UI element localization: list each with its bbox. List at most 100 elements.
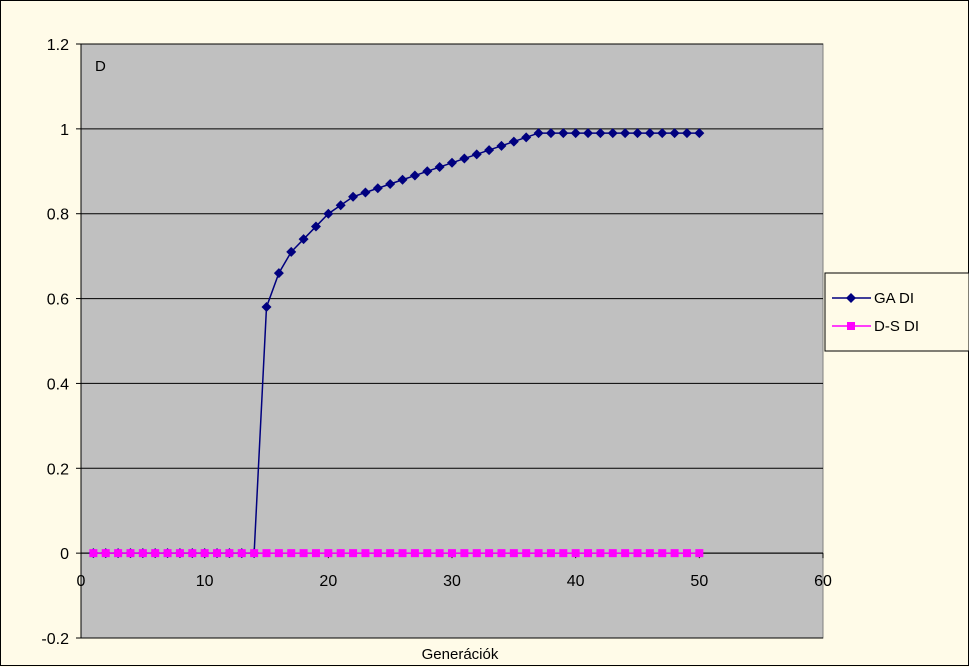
- x-tick-label: 20: [319, 573, 337, 590]
- data-point: [299, 549, 308, 558]
- plot-area: [80, 43, 824, 639]
- data-point: [335, 200, 346, 211]
- data-point: [225, 549, 234, 558]
- data-point: [336, 549, 345, 558]
- data-point: [213, 549, 222, 558]
- data-point: [397, 174, 408, 185]
- data-point: [497, 549, 506, 558]
- y-tick-label: 0.8: [47, 207, 69, 224]
- data-point: [460, 549, 469, 558]
- series-2: [89, 549, 704, 558]
- data-point: [101, 549, 110, 558]
- data-point: [521, 132, 532, 143]
- data-point: [447, 157, 457, 168]
- data-point: [682, 549, 691, 558]
- data-point: [621, 549, 630, 558]
- data-point: [559, 549, 568, 558]
- y-tick-label: 1.2: [47, 37, 69, 54]
- x-axis-title: Generációk: [422, 646, 499, 663]
- data-point: [596, 549, 605, 558]
- x-tick-label: 50: [690, 573, 708, 590]
- data-point: [138, 549, 147, 558]
- data-point: [570, 128, 581, 139]
- legend-label: D-S DI: [874, 318, 919, 335]
- legend-box: [824, 272, 969, 352]
- data-point: [669, 128, 680, 139]
- data-point: [496, 140, 507, 151]
- data-point: [620, 128, 631, 139]
- data-point: [657, 128, 668, 139]
- data-point: [571, 549, 580, 558]
- data-point: [126, 549, 135, 558]
- legend-marker: [847, 322, 855, 330]
- data-point: [545, 128, 556, 139]
- x-tick-label: 40: [567, 573, 585, 590]
- legend: GA DI D-S DI: [824, 272, 969, 352]
- data-point: [286, 246, 297, 257]
- x-tick-label: 0: [77, 573, 86, 590]
- data-point: [423, 549, 432, 558]
- data-point: [324, 549, 333, 558]
- data-point: [323, 208, 334, 219]
- y-tick-label: 0.6: [47, 292, 69, 309]
- data-point: [695, 549, 704, 558]
- y-tick-label: -0.2: [41, 631, 69, 648]
- data-point: [409, 170, 420, 181]
- data-point: [459, 153, 470, 164]
- data-point: [644, 128, 655, 139]
- data-point: [534, 549, 543, 558]
- data-point: [188, 549, 197, 558]
- data-point: [151, 549, 160, 558]
- chart-annotation: D: [95, 58, 106, 75]
- data-point: [558, 128, 569, 139]
- data-point: [200, 549, 209, 558]
- data-point: [694, 128, 705, 139]
- data-point: [484, 145, 495, 156]
- data-point: [471, 149, 482, 160]
- data-point: [681, 128, 692, 139]
- data-point: [114, 549, 123, 558]
- data-point: [273, 268, 284, 279]
- data-point: [237, 549, 246, 558]
- data-point: [607, 128, 618, 139]
- data-point: [645, 549, 654, 558]
- data-point: [670, 549, 679, 558]
- data-point: [608, 549, 617, 558]
- y-tick-labels: 1.2 1 0.8 0.6 0.4 0.2 0 -0.2: [41, 37, 69, 648]
- data-point: [422, 166, 433, 177]
- data-point: [410, 549, 419, 558]
- data-point: [361, 549, 370, 558]
- data-point: [89, 549, 98, 558]
- data-point: [175, 549, 184, 558]
- data-point: [311, 549, 320, 558]
- data-point: [434, 162, 445, 173]
- x-tick-labels: 0 10 20 30 40 50 60: [77, 553, 832, 590]
- data-point: [386, 549, 395, 558]
- data-point: [632, 128, 643, 139]
- data-point: [274, 549, 283, 558]
- data-point: [372, 183, 383, 194]
- data-point: [262, 549, 271, 558]
- data-point: [509, 549, 518, 558]
- data-point: [583, 128, 594, 139]
- series-layer: [88, 128, 705, 559]
- data-point: [310, 221, 321, 232]
- data-point: [533, 128, 544, 139]
- x-tick-label: 30: [443, 573, 461, 590]
- data-point: [435, 549, 444, 558]
- legend-label: GA DI: [874, 290, 914, 307]
- data-point: [472, 549, 481, 558]
- data-point: [633, 549, 642, 558]
- data-point: [348, 191, 359, 202]
- y-tick-label: 0.2: [47, 461, 69, 478]
- data-point: [298, 234, 309, 245]
- data-point: [261, 302, 272, 313]
- data-point: [163, 549, 172, 558]
- data-point: [485, 549, 494, 558]
- data-point: [287, 549, 296, 558]
- data-point: [658, 549, 667, 558]
- data-point: [385, 179, 396, 190]
- y-tick-label: 0: [60, 546, 69, 563]
